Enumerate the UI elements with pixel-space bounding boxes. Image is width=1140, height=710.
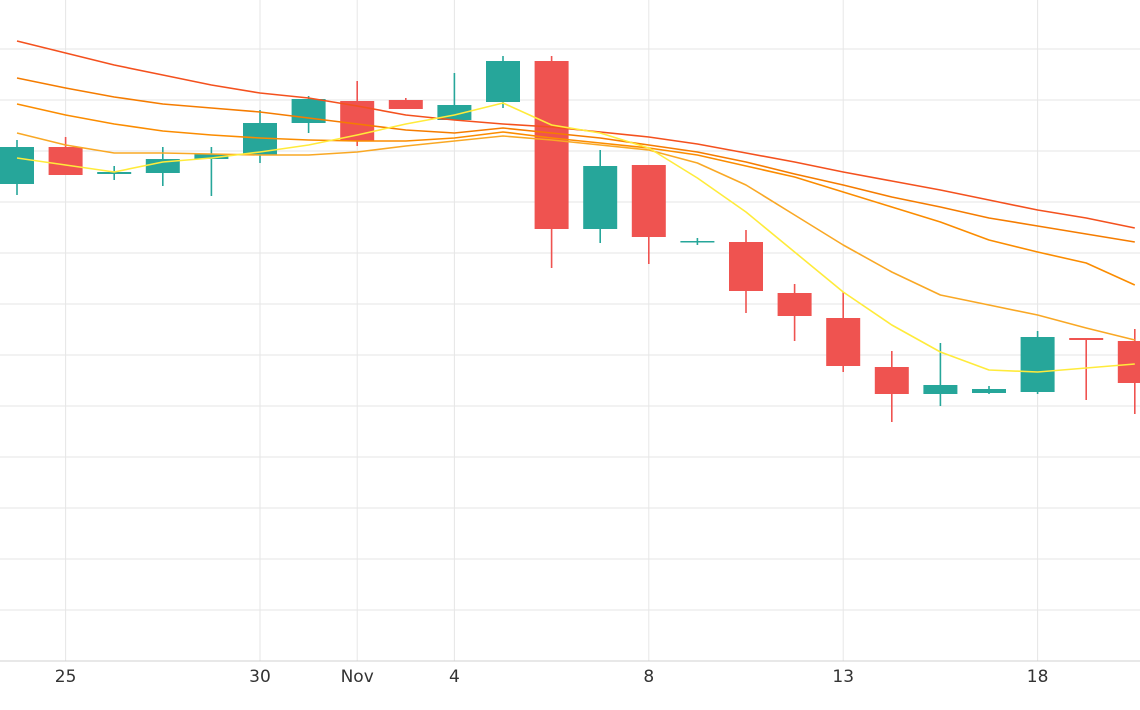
- x-tick-label: 4: [449, 667, 460, 687]
- candle-body: [631, 165, 666, 237]
- candle-body: [874, 367, 909, 394]
- moving-average-line: [16, 132, 1135, 341]
- x-tick-label: 25: [55, 667, 77, 687]
- candle-body: [1069, 338, 1104, 340]
- candle-body: [48, 147, 83, 175]
- candle-body: [826, 318, 861, 366]
- candle-body: [972, 389, 1006, 393]
- x-tick-label: 30: [249, 667, 271, 687]
- candle-body: [534, 61, 569, 229]
- x-tick-label: 8: [643, 667, 654, 687]
- candle-body: [0, 147, 34, 184]
- candle-body: [777, 293, 812, 316]
- moving-average-line: [16, 102, 1135, 373]
- x-tick-label: 13: [832, 667, 854, 687]
- candle-body: [1117, 341, 1140, 383]
- candle-body: [729, 242, 763, 291]
- candle-body: [145, 159, 180, 173]
- x-tick-label: 18: [1027, 667, 1049, 687]
- candle-body: [194, 154, 229, 159]
- candle-body: [486, 61, 520, 102]
- moving-average-line: [16, 103, 1136, 286]
- candle-body: [923, 385, 958, 394]
- candle-body: [97, 172, 132, 174]
- moving-average-line: [16, 77, 1135, 243]
- x-tick-label: Nov: [341, 667, 374, 687]
- candle-body: [1020, 337, 1055, 392]
- candle-body: [583, 166, 618, 229]
- candle-body: [388, 100, 423, 109]
- moving-average-line: [16, 40, 1135, 229]
- candle-body: [680, 241, 715, 243]
